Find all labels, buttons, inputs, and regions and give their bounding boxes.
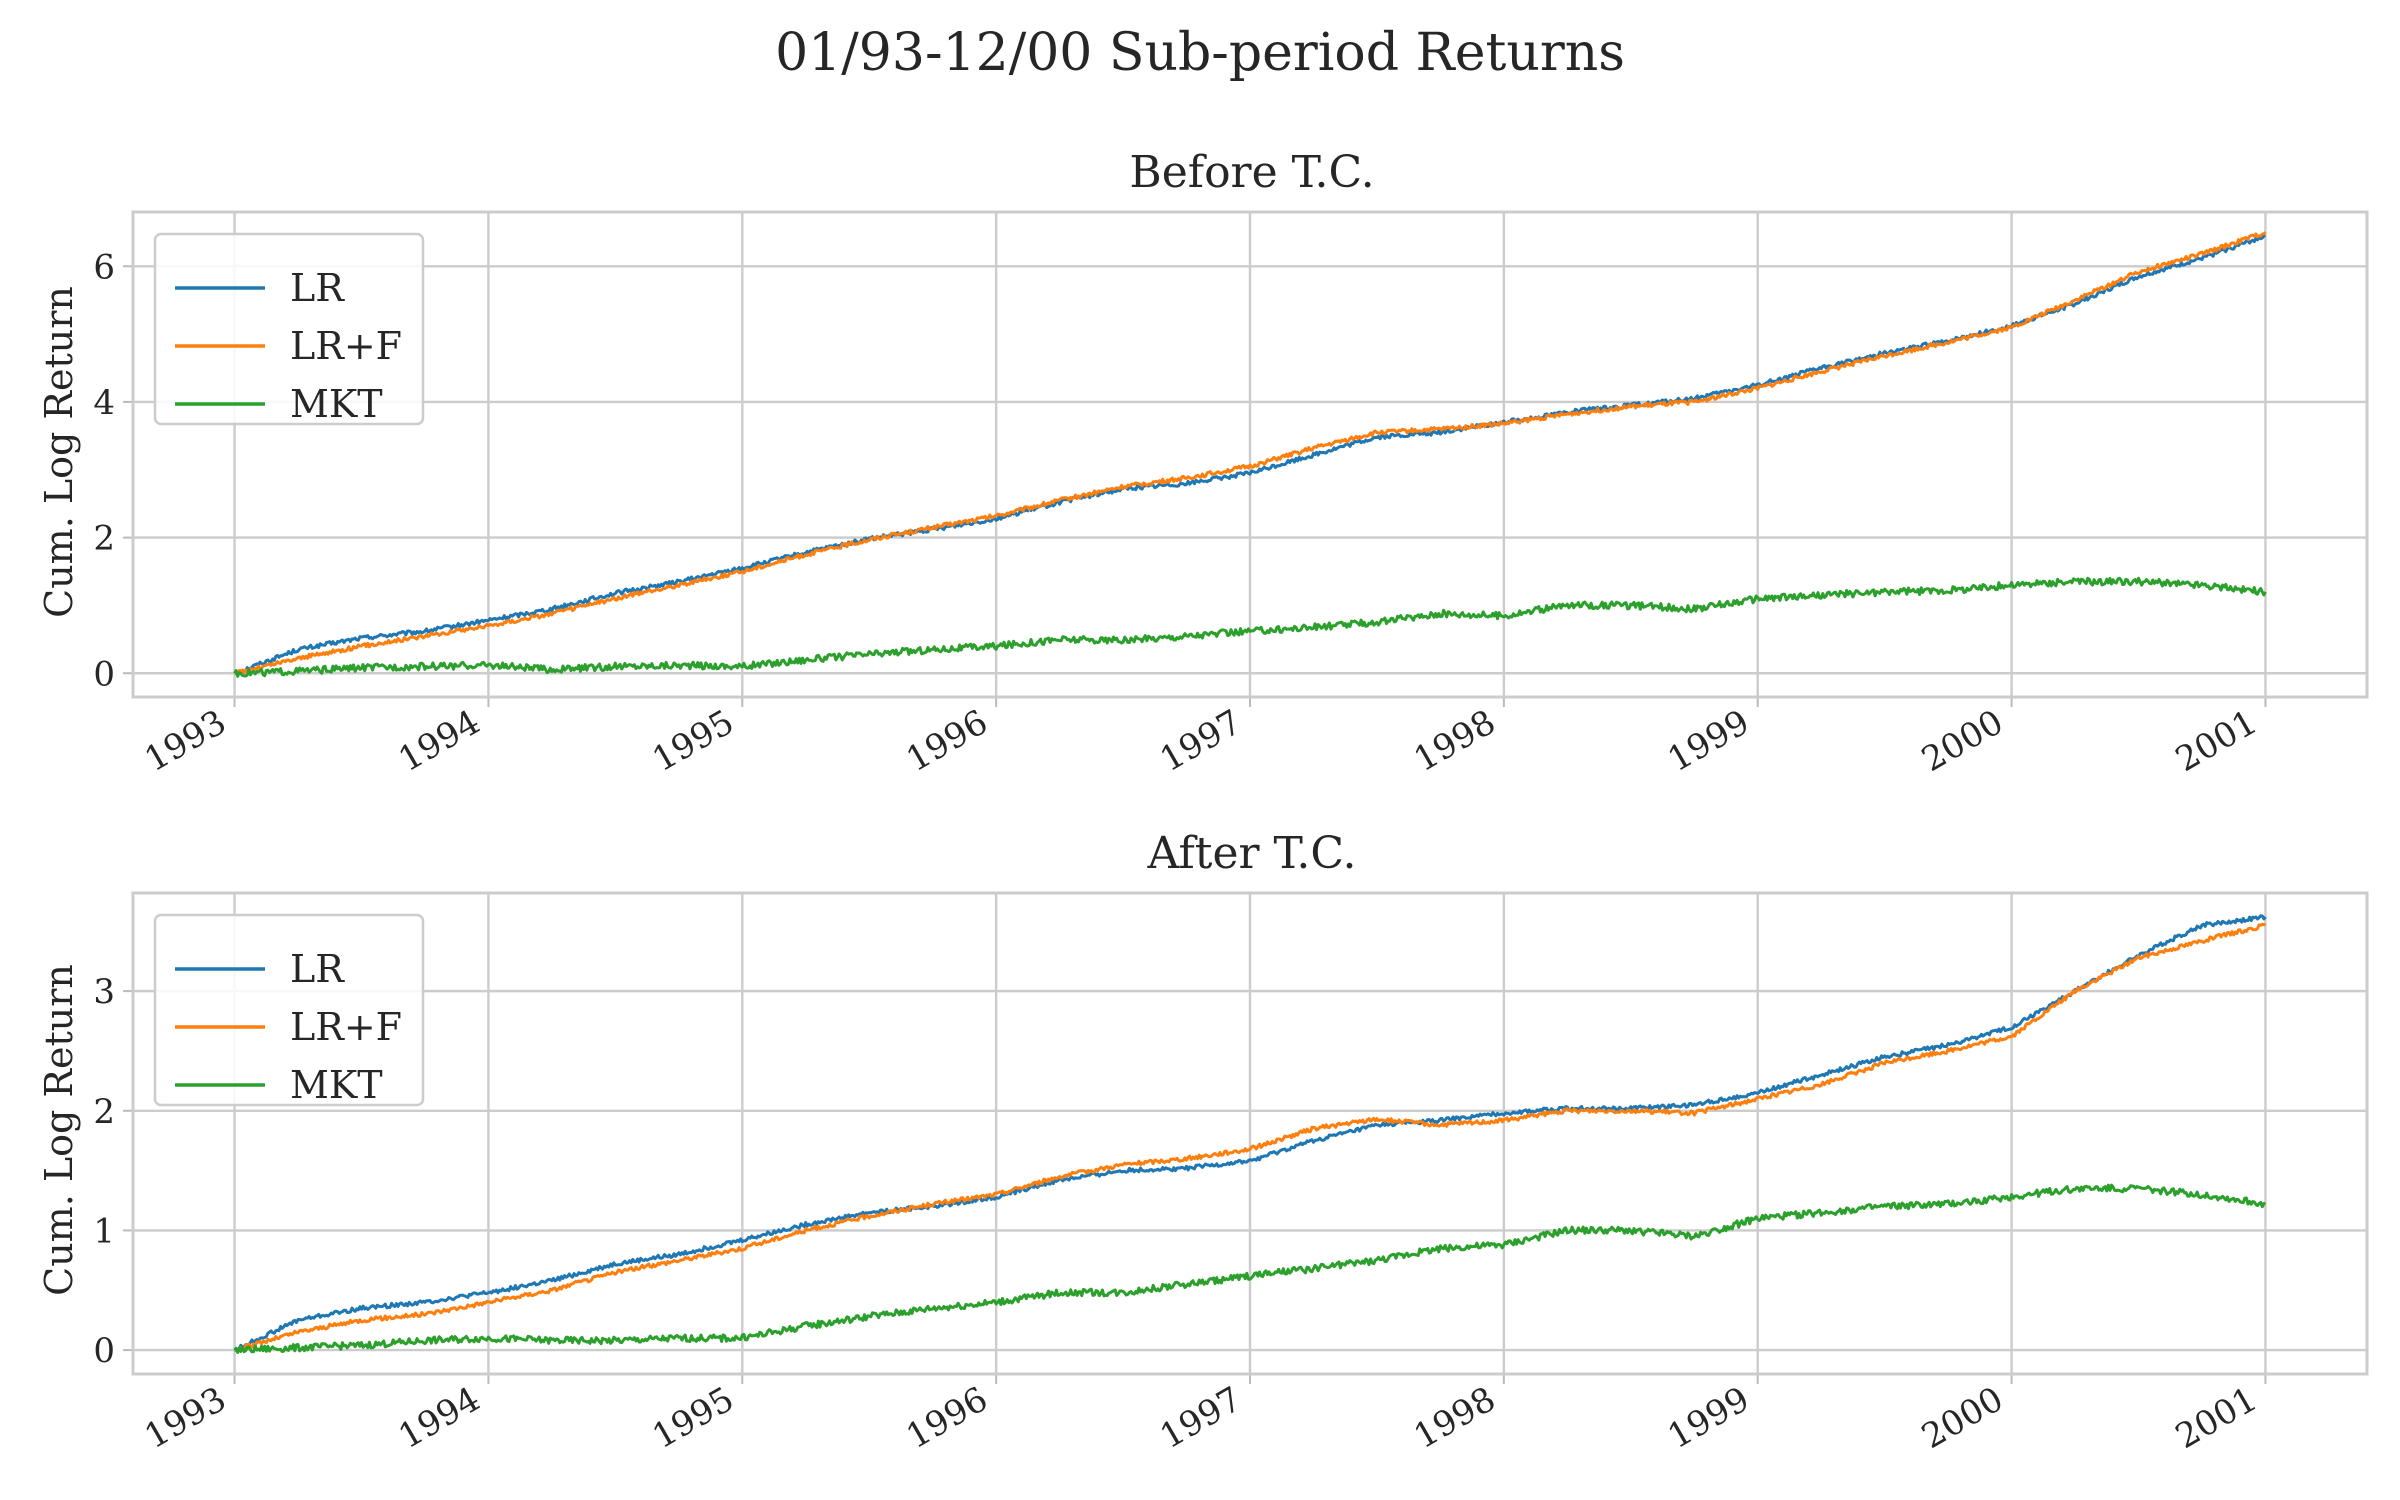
legend-label: LR xyxy=(290,266,345,310)
y-tick-label: 6 xyxy=(93,247,115,287)
y-tick-label: 0 xyxy=(93,1331,115,1371)
legend-label: MKT xyxy=(290,382,383,426)
x-tick-label: 1998 xyxy=(1407,702,1502,780)
legend-label: LR+F xyxy=(290,324,402,368)
x-tick-label: 1995 xyxy=(646,702,741,780)
legend-label: LR xyxy=(290,947,345,991)
panel-after-tc: After T.C. Cum. Log Return 1993 1994 1995 1… xyxy=(37,828,2369,1457)
x-tick-label: 2000 xyxy=(1915,1379,2010,1457)
x-tick-label: 1998 xyxy=(1407,1379,1502,1457)
x-tick-label: 1994 xyxy=(392,1379,487,1457)
x-tick-label: 1999 xyxy=(1661,1379,1756,1457)
x-tick-label: 1995 xyxy=(646,1379,741,1457)
y-tick-label: 0 xyxy=(93,654,115,694)
y-tick-labels: 0 1 2 3 xyxy=(93,972,115,1371)
axes-frame xyxy=(131,210,2369,699)
panel-title: Before T.C. xyxy=(1129,147,1374,198)
series-group xyxy=(233,914,2267,1354)
x-tick-label: 1999 xyxy=(1661,702,1756,780)
legend-box xyxy=(153,232,425,426)
axes-frame xyxy=(131,891,2369,1376)
x-tick-label: 2001 xyxy=(2169,1379,2264,1457)
x-tick-labels: 1993 1994 1995 1996 1997 1998 1999 2000 2001 xyxy=(138,1379,2264,1457)
panel-title: After T.C. xyxy=(1147,828,1357,879)
series-line-mkt xyxy=(233,576,2267,678)
y-axis-label: Cum. Log Return xyxy=(37,286,81,618)
series-line-lr-plus-f xyxy=(234,922,2267,1352)
y-tick-label: 1 xyxy=(93,1211,115,1251)
series-group xyxy=(233,231,2267,678)
legend-box xyxy=(153,913,425,1107)
series-line-lr xyxy=(234,234,2266,675)
x-tick-label: 1993 xyxy=(138,1379,233,1457)
x-tick-label: 2000 xyxy=(1915,702,2010,780)
figure-title: 01/93-12/00 Sub-period Returns xyxy=(775,23,1625,83)
x-tick-label: 1994 xyxy=(392,702,487,780)
series-line-mkt xyxy=(233,1183,2267,1354)
x-tick-labels: 1993 1994 1995 1996 1997 1998 1999 2000 2001 xyxy=(138,702,2264,780)
legend-label: LR+F xyxy=(290,1005,402,1049)
grid xyxy=(123,212,2367,707)
series-line-lr xyxy=(234,914,2267,1352)
legend: LR LR+F MKT xyxy=(153,232,425,426)
x-tick-label: 1997 xyxy=(1154,1379,1249,1457)
x-tick-label: 1996 xyxy=(900,702,995,780)
panel-before-tc: Before T.C. Cum. Log Return 1993 1994 1995… xyxy=(37,147,2369,780)
y-tick-label: 3 xyxy=(93,972,115,1012)
x-tick-label: 1997 xyxy=(1154,702,1249,780)
series-line-lr-plus-f xyxy=(233,231,2267,676)
legend-label: MKT xyxy=(290,1063,383,1107)
y-axis-label: Cum. Log Return xyxy=(37,964,81,1296)
x-tick-label: 2001 xyxy=(2169,702,2264,780)
y-tick-labels: 0 2 4 6 xyxy=(93,247,115,694)
y-tick-label: 4 xyxy=(93,383,115,423)
y-tick-label: 2 xyxy=(93,1092,115,1132)
y-tick-label: 2 xyxy=(93,519,115,559)
legend: LR LR+F MKT xyxy=(153,913,425,1107)
x-tick-label: 1993 xyxy=(138,702,233,780)
grid xyxy=(123,893,2367,1384)
x-tick-label: 1996 xyxy=(900,1379,995,1457)
